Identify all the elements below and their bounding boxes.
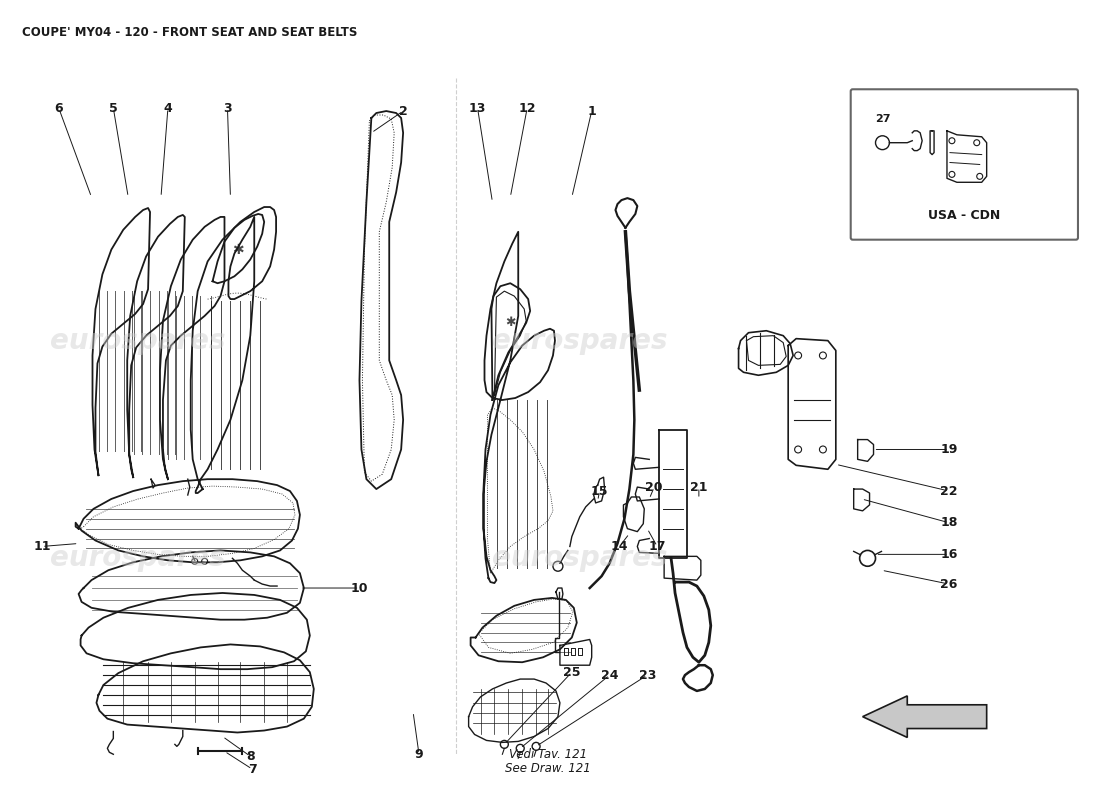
Text: See Draw. 121: See Draw. 121 [505, 762, 591, 774]
Text: 8: 8 [246, 750, 254, 762]
Text: 18: 18 [940, 516, 958, 530]
Text: 17: 17 [648, 540, 666, 553]
Text: 1: 1 [587, 105, 596, 118]
Text: 22: 22 [940, 485, 958, 498]
Text: 16: 16 [940, 548, 958, 561]
Text: 10: 10 [351, 582, 369, 594]
Text: 23: 23 [639, 669, 656, 682]
Text: 5: 5 [109, 102, 118, 114]
Text: eurospares: eurospares [492, 544, 668, 572]
Text: 11: 11 [33, 540, 51, 553]
Text: COUPE' MY04 - 120 - FRONT SEAT AND SEAT BELTS: COUPE' MY04 - 120 - FRONT SEAT AND SEAT … [22, 26, 358, 39]
Text: ✱: ✱ [232, 242, 244, 257]
Text: 24: 24 [601, 669, 618, 682]
Text: 12: 12 [518, 102, 536, 114]
Text: eurospares: eurospares [51, 544, 225, 572]
FancyArrow shape [862, 696, 987, 738]
Text: 15: 15 [591, 485, 608, 498]
Text: 14: 14 [610, 540, 628, 553]
Text: 19: 19 [940, 443, 958, 456]
Text: 21: 21 [690, 481, 707, 494]
Text: 20: 20 [646, 481, 663, 494]
Text: 2: 2 [398, 105, 407, 118]
Text: 27: 27 [874, 114, 890, 124]
Text: 25: 25 [563, 666, 581, 678]
Text: 9: 9 [415, 748, 424, 761]
FancyBboxPatch shape [850, 90, 1078, 240]
Text: 3: 3 [223, 102, 232, 114]
Text: USA - CDN: USA - CDN [928, 210, 1001, 222]
Text: 13: 13 [469, 102, 486, 114]
Text: 7: 7 [248, 762, 256, 776]
Text: 6: 6 [54, 102, 63, 114]
Text: 4: 4 [164, 102, 173, 114]
Text: 26: 26 [940, 578, 958, 590]
Text: eurospares: eurospares [51, 326, 225, 354]
Text: Vedi Tav. 121: Vedi Tav. 121 [509, 748, 587, 761]
Text: ✱: ✱ [505, 316, 516, 330]
Text: eurospares: eurospares [492, 326, 668, 354]
